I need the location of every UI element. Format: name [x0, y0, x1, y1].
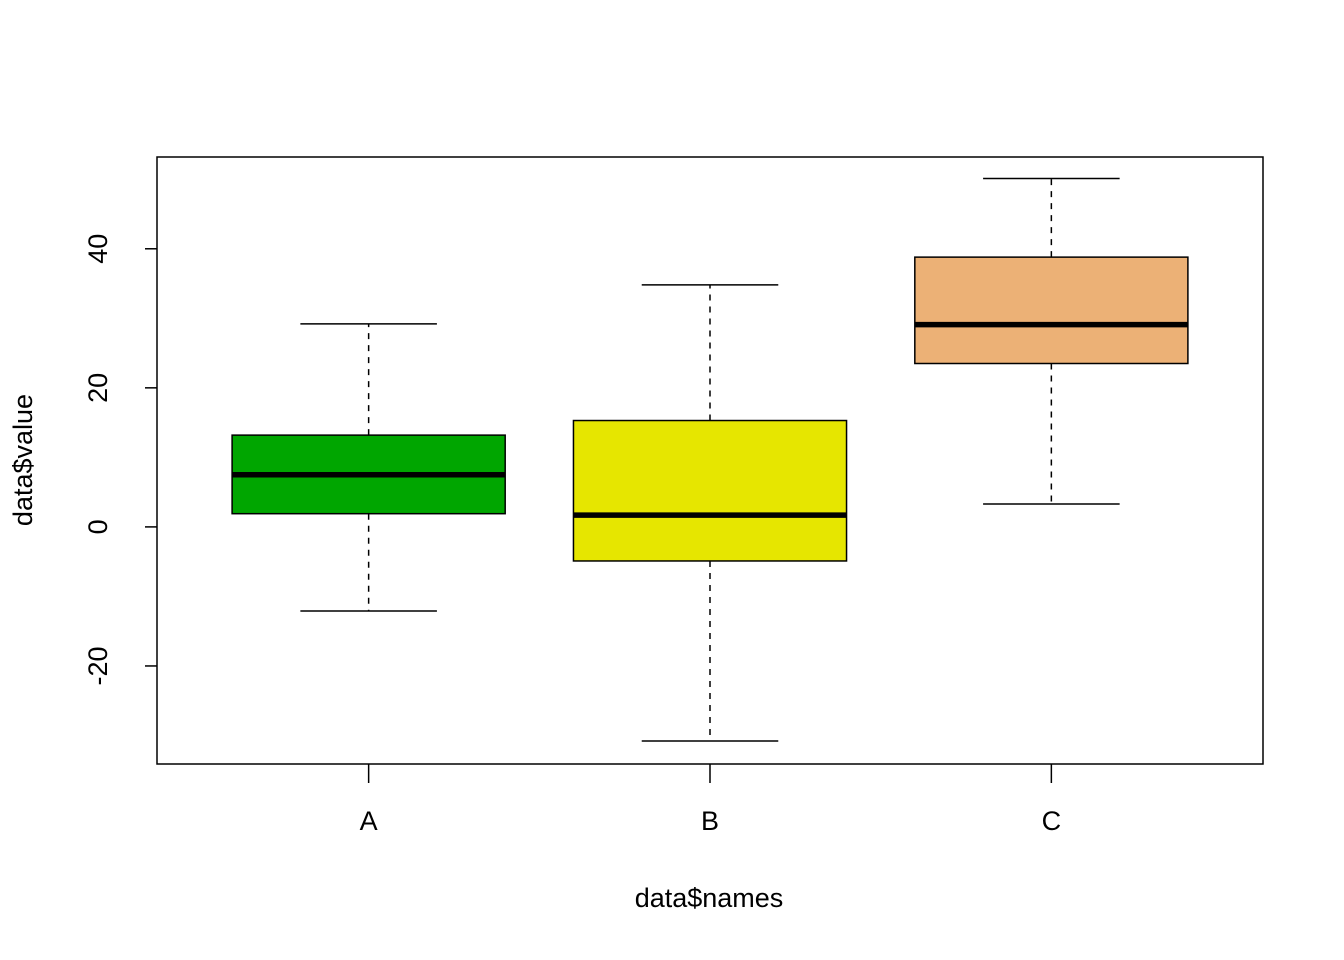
y-axis-label: data$value	[8, 394, 38, 526]
y-tick-label: 0	[83, 519, 113, 534]
y-tick-label: 20	[83, 373, 113, 403]
y-tick-label: -20	[83, 646, 113, 685]
x-tick-label: C	[1042, 806, 1062, 836]
box	[572, 419, 848, 562]
x-axis-label: data$names	[635, 883, 784, 913]
x-tick-label: A	[360, 806, 378, 836]
y-tick-label: 40	[83, 234, 113, 264]
x-tick-label: B	[701, 806, 719, 836]
box	[914, 256, 1189, 365]
